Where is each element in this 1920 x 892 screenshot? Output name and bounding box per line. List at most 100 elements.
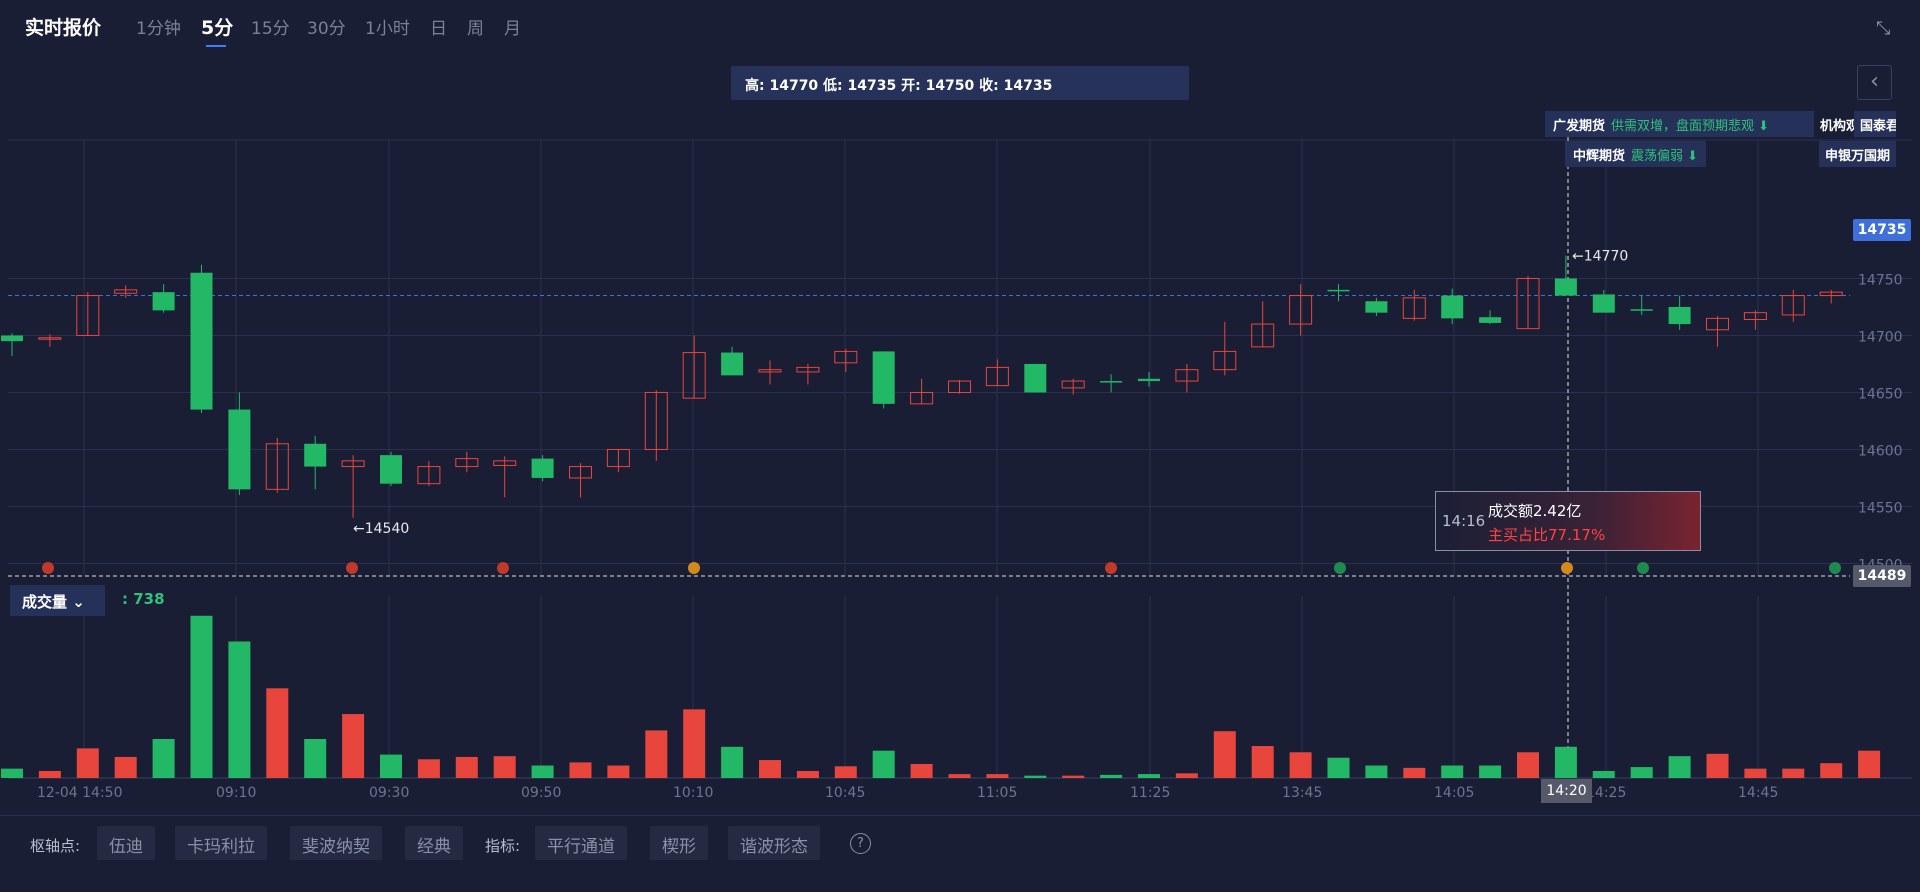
tab-5min[interactable]: 5分 [201,17,234,39]
candle-body [1706,317,1729,331]
volume-bar [1782,768,1805,778]
pivot-classic-button[interactable]: 经典 [405,826,463,860]
volume-value: : 738 [122,590,165,608]
crosshair-price-tag: 14489 [1853,565,1911,587]
tab-30min[interactable]: 30分 [307,19,346,39]
candle-body [76,295,100,336]
y-tick-label: 14550 [1858,500,1903,516]
volume-bar [1251,746,1274,778]
harmonic-pattern-button[interactable]: 谐波形态 [728,826,820,860]
crosshair-time-label: 14:20 [1541,779,1592,803]
candle-body [872,351,895,404]
tab-week[interactable]: 周 [467,19,484,39]
event-marker-icon [1561,562,1573,574]
volume-bar [834,766,857,778]
indicator-selector[interactable]: 成交量 ⌄ [10,585,105,616]
bottom-toolbar: 枢轴点: 伍迪 卡玛利拉 斐波纳契 经典 指标: 平行通道 楔形 谐波形态 ? [0,815,1920,892]
candle-body [644,391,668,450]
institution-view-sywg[interactable]: 申银万国期 [1819,141,1896,167]
x-tick-label: 11:25 [1130,785,1170,801]
page-title: 实时报价 [25,17,102,39]
chevron-down-icon: ⌄ [72,593,85,611]
volume-bar [1441,765,1464,778]
candle-body [190,272,213,410]
volume-bar [1858,750,1881,778]
header-bar: 实时报价 1分钟 5分 15分 30分 1小时 日 周 月 ⤡ [0,0,1920,56]
volume-bar [152,739,175,778]
candle-body [1175,369,1199,382]
volume-bar [1554,746,1577,778]
candle-body [531,458,554,478]
tab-1hour[interactable]: 1小时 [365,19,410,39]
candle-body [1516,277,1540,330]
volume-bar [986,774,1009,778]
pivot-camarilla-button[interactable]: 卡玛利拉 [175,826,267,860]
y-tick-label: 14700 [1858,329,1903,345]
institution-view-zh[interactable]: 中辉期货 震荡偏弱 ⬇ [1565,141,1707,167]
institution-view-gf[interactable]: 广发期货 供需双增，盘面预期悲观 ⬇ [1545,111,1815,137]
help-icon[interactable]: ? [850,833,871,854]
event-marker-icon [1105,562,1117,574]
x-tick-label: 14:25 [1586,785,1626,801]
volume-bar [1630,767,1653,778]
institution-view-gtja[interactable]: 国泰君 [1854,111,1896,137]
pivot-fibonacci-button[interactable]: 斐波纳契 [290,826,382,860]
candle-body [1819,291,1843,297]
wedge-button[interactable]: 楔形 [650,826,708,860]
volume-bar [1024,775,1047,778]
candle-body [948,380,971,393]
candle-body [1251,323,1275,348]
volume-bar [38,770,61,778]
volume-bar [1327,757,1350,778]
volume-bar [569,762,592,778]
candle-body [380,455,402,484]
event-marker-icon [1829,562,1841,574]
candle-body [1781,295,1805,316]
collapse-icon[interactable]: ⤡ [1876,18,1891,39]
volume-bar [645,730,668,778]
institution-view-tab[interactable]: 机构观点 [1814,111,1860,137]
parallel-channel-button[interactable]: 平行通道 [535,826,627,860]
tab-month[interactable]: 月 [504,19,521,39]
volume-bar [1744,768,1767,778]
volume-bar [417,759,440,778]
y-tick-label: 14600 [1858,443,1903,459]
x-tick-label: 14:05 [1434,785,1474,801]
candle-body [1,335,23,342]
tab-15min[interactable]: 15分 [251,19,290,39]
current-price-tag: 14735 [1853,219,1911,241]
x-tick-label: 10:45 [825,785,865,801]
candle-body [455,458,479,468]
tab-day[interactable]: 日 [430,19,447,39]
candle-body [1061,380,1085,389]
x-tick-label: 13:45 [1282,785,1322,801]
volume-bar [759,760,781,778]
volume-bar [796,770,819,778]
x-tick-label: 09:50 [521,785,561,801]
volume-bar [1213,731,1236,778]
indicator-label: 指标: [485,837,521,855]
trade-tooltip: 14:16 成交额2.42亿 主买占比77.17% [1435,491,1701,551]
chevron-left-icon[interactable]: ‹ [1857,65,1892,100]
candle-body [682,352,706,399]
volume-bar [190,615,213,778]
tab-1min[interactable]: 1分钟 [136,19,181,39]
candle-body [985,366,1009,387]
volume-bar [493,756,516,778]
candle-body [1289,295,1313,325]
candle-body [1100,381,1123,383]
volume-bar [1479,765,1502,778]
x-tick-label: 11:05 [977,785,1017,801]
candle-body [1024,363,1047,393]
candle-body [569,466,592,479]
candle-body [1554,278,1577,296]
volume-bar [1706,753,1729,778]
pivot-woodie-button[interactable]: 伍迪 [97,826,155,860]
candle-body [341,460,365,468]
candle-body [1743,312,1767,321]
volume-bar [1,768,23,778]
volume-bar [872,750,895,778]
volume-bar [1820,763,1843,778]
pivot-label: 枢轴点: [30,837,81,855]
volume-bar [228,641,251,778]
